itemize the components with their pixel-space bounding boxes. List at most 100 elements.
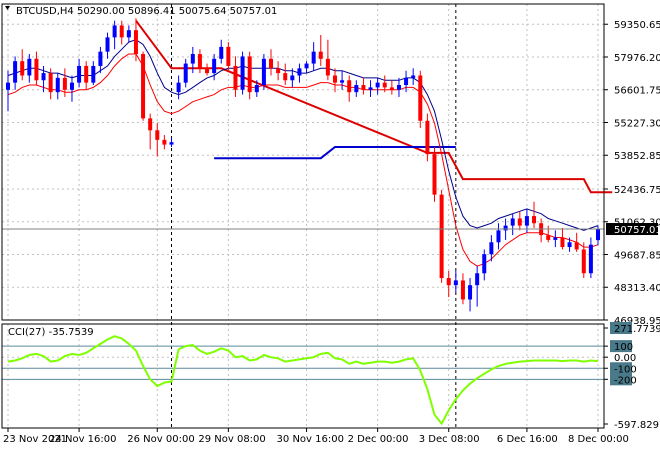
candle	[332, 68, 337, 93]
candle-body	[503, 225, 508, 231]
candle-body	[496, 230, 501, 243]
candle	[261, 54, 266, 90]
candle-body	[162, 139, 167, 145]
y-tick-label: 52436.75	[614, 185, 660, 196]
candle-body	[176, 82, 181, 93]
candle-body	[247, 56, 252, 93]
candle-body	[418, 75, 423, 121]
candle	[532, 201, 537, 228]
candle	[389, 80, 394, 95]
candle	[404, 70, 409, 93]
candle	[27, 54, 32, 83]
y-tick-label: 49687.85	[614, 250, 660, 261]
x-tick-label: 2 Dec 00:00	[348, 434, 409, 445]
candle-body	[190, 54, 195, 64]
candle	[318, 34, 323, 66]
candle-body	[20, 61, 25, 76]
candle-body	[41, 73, 46, 81]
candle	[276, 61, 281, 81]
candle	[361, 77, 366, 95]
stop-line-blue	[214, 146, 456, 160]
candle-body	[332, 75, 337, 83]
candle	[375, 77, 380, 95]
candle-body	[517, 218, 522, 226]
candle	[468, 278, 473, 312]
cci-tick-label: 0.00	[614, 353, 636, 364]
candle	[20, 49, 25, 81]
candle	[98, 46, 103, 74]
candle	[77, 58, 82, 88]
cci-tick-label: 100	[614, 342, 633, 353]
candle-body	[425, 120, 430, 155]
candle	[325, 39, 330, 81]
candle	[311, 42, 316, 71]
candle	[354, 80, 359, 97]
candle	[368, 80, 373, 97]
candle	[588, 237, 593, 279]
candle	[183, 58, 188, 88]
candle	[560, 227, 565, 250]
candle-body	[468, 285, 473, 300]
x-tick-label: 8 Dec 00:00	[568, 434, 629, 445]
candle	[190, 46, 195, 74]
candle-body	[510, 218, 515, 226]
candle-body	[524, 216, 529, 226]
candle-body	[254, 85, 259, 93]
candle-body	[453, 280, 458, 286]
candle-body	[432, 154, 437, 195]
collapse-arrow-icon[interactable]	[5, 6, 10, 10]
candle-body	[105, 37, 110, 52]
candle-body	[546, 235, 551, 240]
moving-average-fast	[7, 53, 599, 267]
candle-body	[560, 237, 565, 248]
candle	[475, 266, 480, 307]
candle	[574, 232, 579, 252]
candle-body	[368, 87, 373, 90]
candle	[55, 73, 60, 100]
candle-body	[460, 280, 465, 300]
candle	[226, 42, 231, 71]
candle-body	[69, 82, 74, 90]
candle	[205, 63, 210, 76]
candle	[553, 230, 558, 248]
candle-body	[133, 30, 138, 55]
candle	[396, 77, 401, 97]
candle	[155, 123, 160, 157]
candle-body	[197, 54, 202, 69]
candle-body	[304, 63, 309, 69]
candle-body	[112, 25, 117, 38]
candle	[546, 225, 551, 243]
candle-body	[55, 77, 60, 93]
axes: 59350.65 57976.20 56601.75 55227.30 53852.85…	[1, 3, 660, 445]
candle-body	[261, 58, 266, 86]
candle-body	[141, 54, 146, 119]
candle-body	[411, 75, 416, 78]
candle	[105, 32, 110, 59]
candle	[112, 20, 117, 50]
candle	[581, 242, 586, 279]
candle	[69, 75, 74, 102]
candle	[169, 137, 174, 147]
candle	[567, 237, 572, 252]
candle-body	[205, 68, 210, 74]
candle	[290, 68, 295, 88]
candle	[247, 51, 252, 100]
candle-body	[169, 142, 174, 145]
candle-body	[446, 278, 451, 286]
y-tick-label: 53852.85	[614, 151, 660, 162]
candle-body	[354, 85, 359, 93]
candle-body	[404, 77, 409, 86]
candle-body	[48, 73, 53, 93]
candle	[176, 75, 181, 100]
candle-body	[27, 58, 32, 76]
candle	[34, 51, 39, 86]
candle-body	[482, 254, 487, 274]
candle-body	[532, 216, 537, 224]
candle	[254, 80, 259, 97]
candle	[119, 20, 124, 45]
candle	[510, 213, 515, 236]
candle-body	[148, 118, 153, 131]
candle	[489, 235, 494, 262]
